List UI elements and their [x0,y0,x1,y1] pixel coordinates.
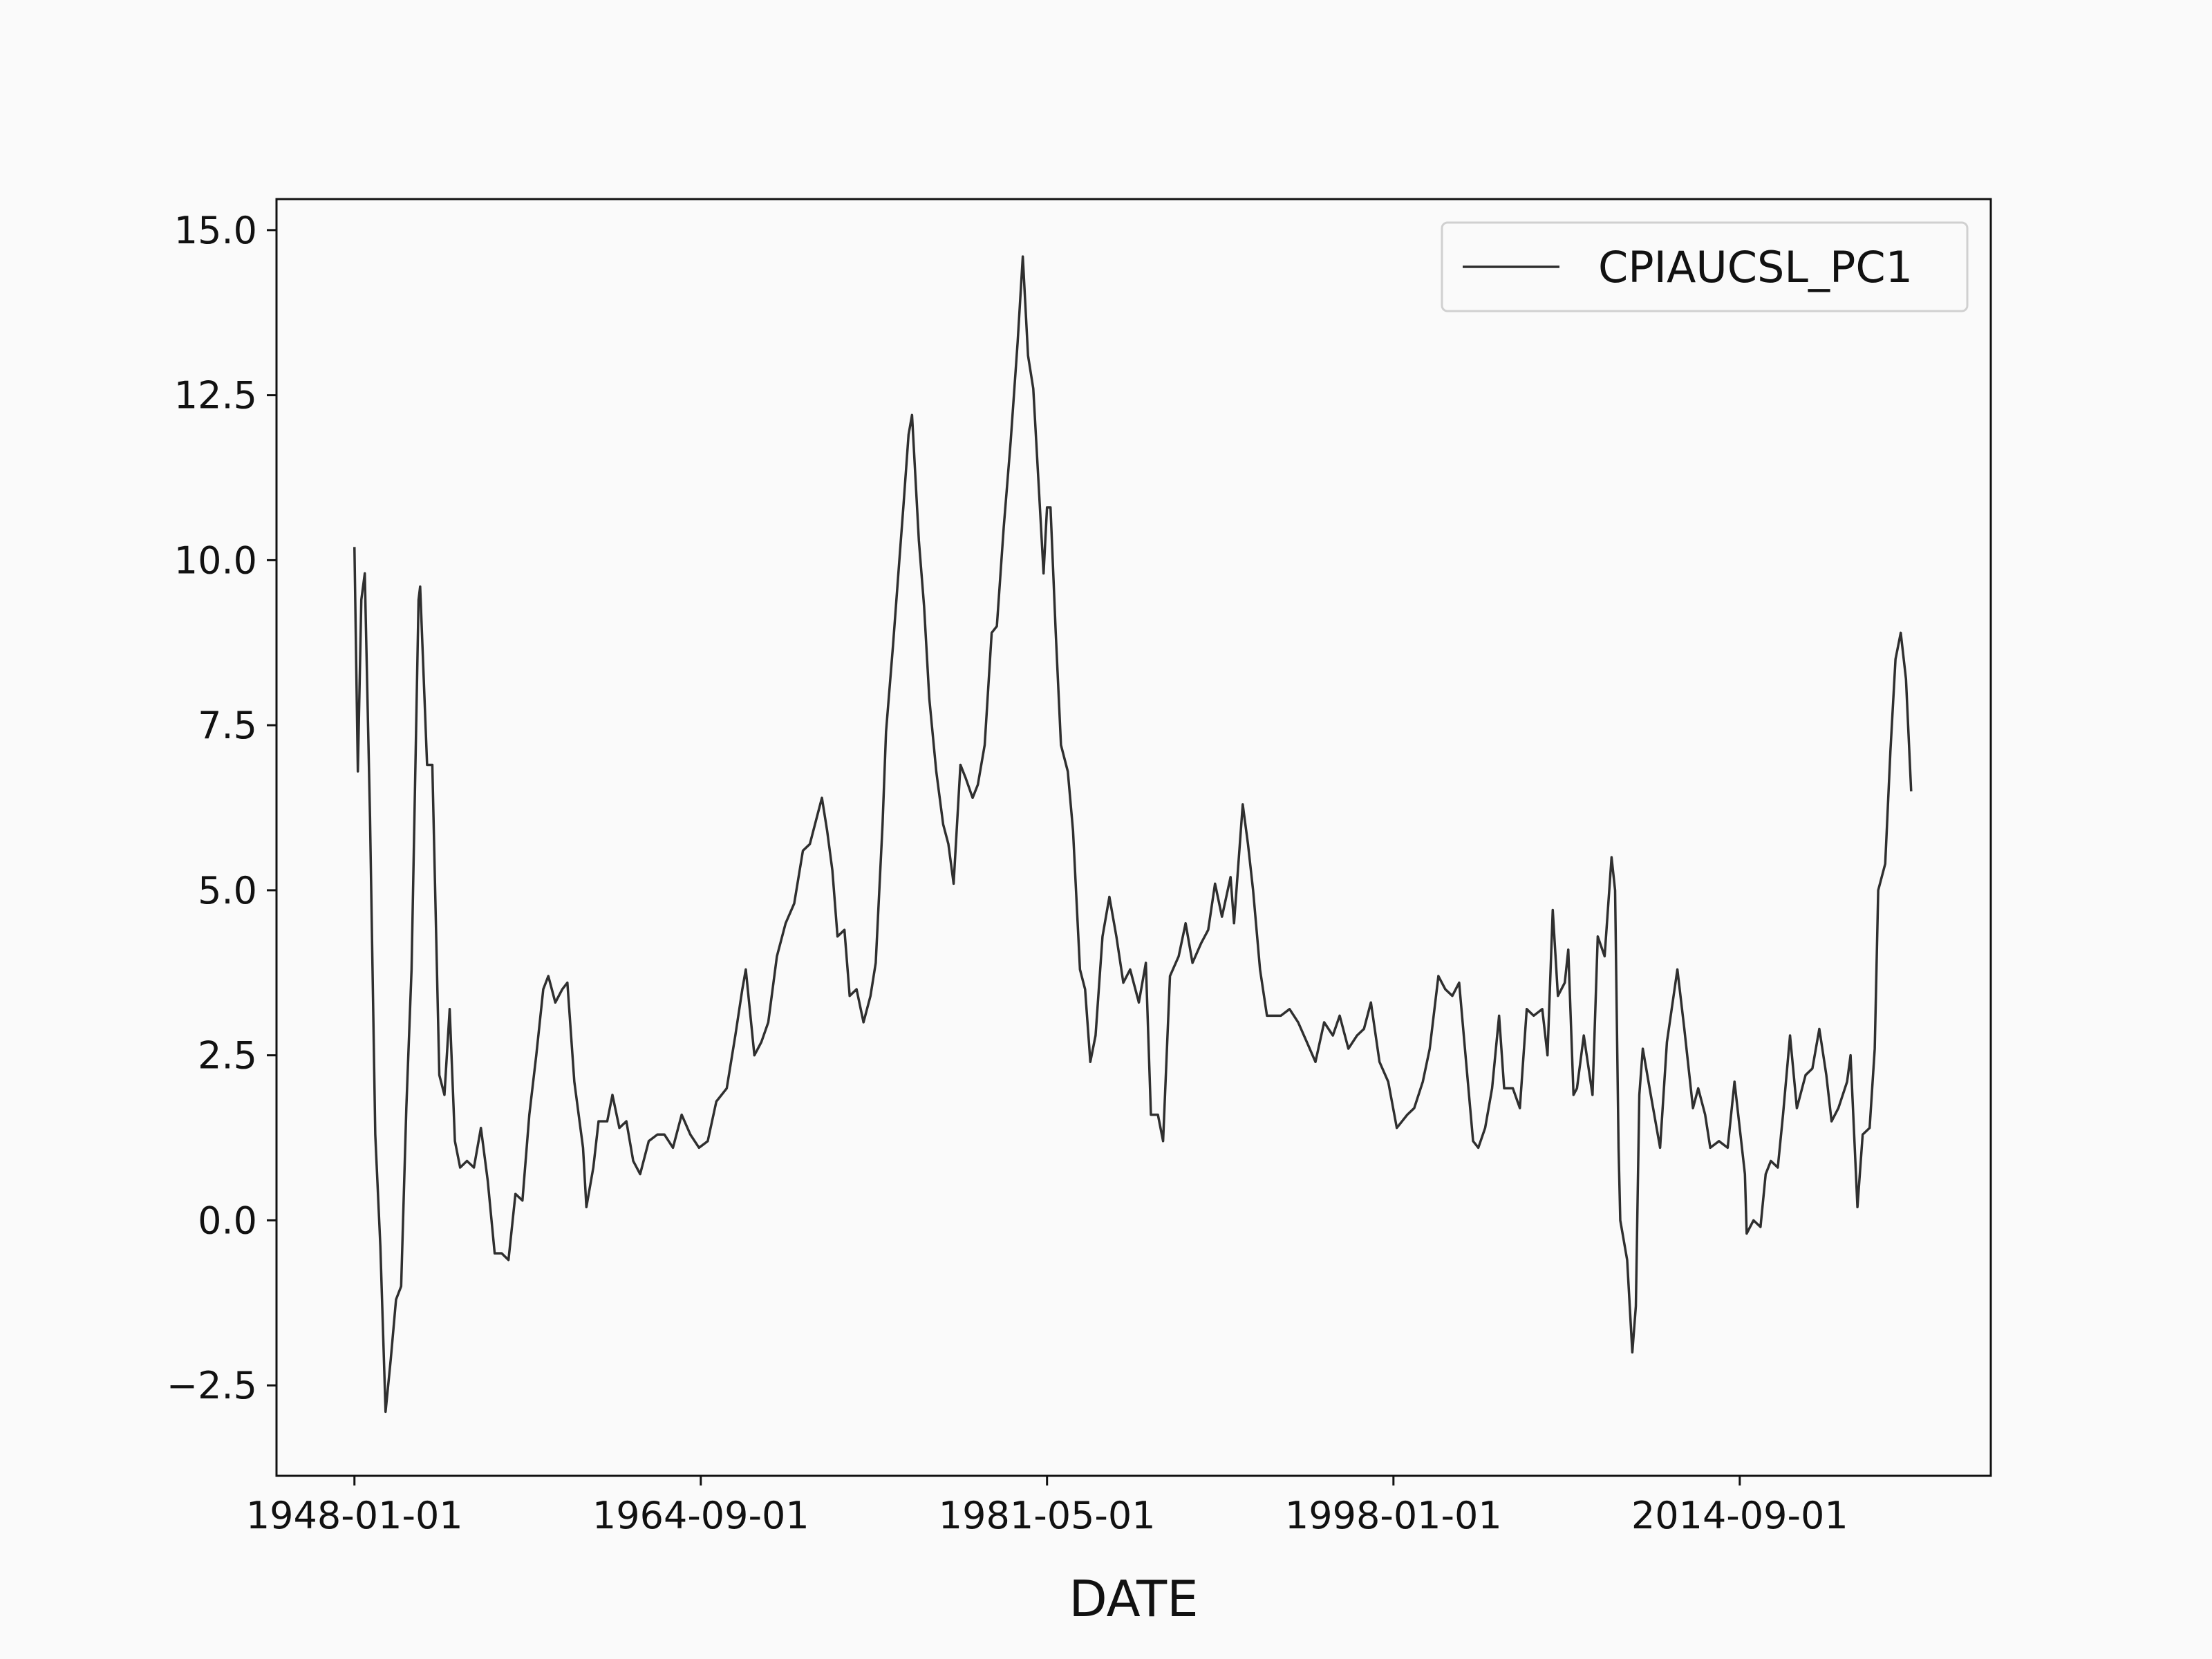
x-axis-label: DATE [1069,1570,1198,1628]
plot-frame [275,198,1992,1477]
x-tick-label: 1948-01-01 [246,1494,463,1537]
y-tick-label: 0.0 [198,1199,257,1242]
y-tick-label: 15.0 [174,209,257,252]
y-tick-label: 2.5 [198,1034,257,1078]
x-tick-label: 1964-09-01 [592,1494,809,1537]
legend-label: CPIAUCSL_PC1 [1598,242,1913,292]
y-tick-label: 5.0 [198,869,257,912]
y-tick-label: 7.5 [198,704,257,747]
x-tick-label: 1998-01-01 [1285,1494,1502,1537]
x-tick-label: 1981-05-01 [939,1494,1156,1537]
x-tick-label: 2014-09-01 [1631,1494,1848,1537]
y-tick-label: −2.5 [167,1364,257,1407]
y-tick-label: 10.0 [174,538,257,582]
legend-box [1441,221,1969,312]
y-tick-label: 12.5 [174,374,257,418]
line-series [353,255,1913,1414]
